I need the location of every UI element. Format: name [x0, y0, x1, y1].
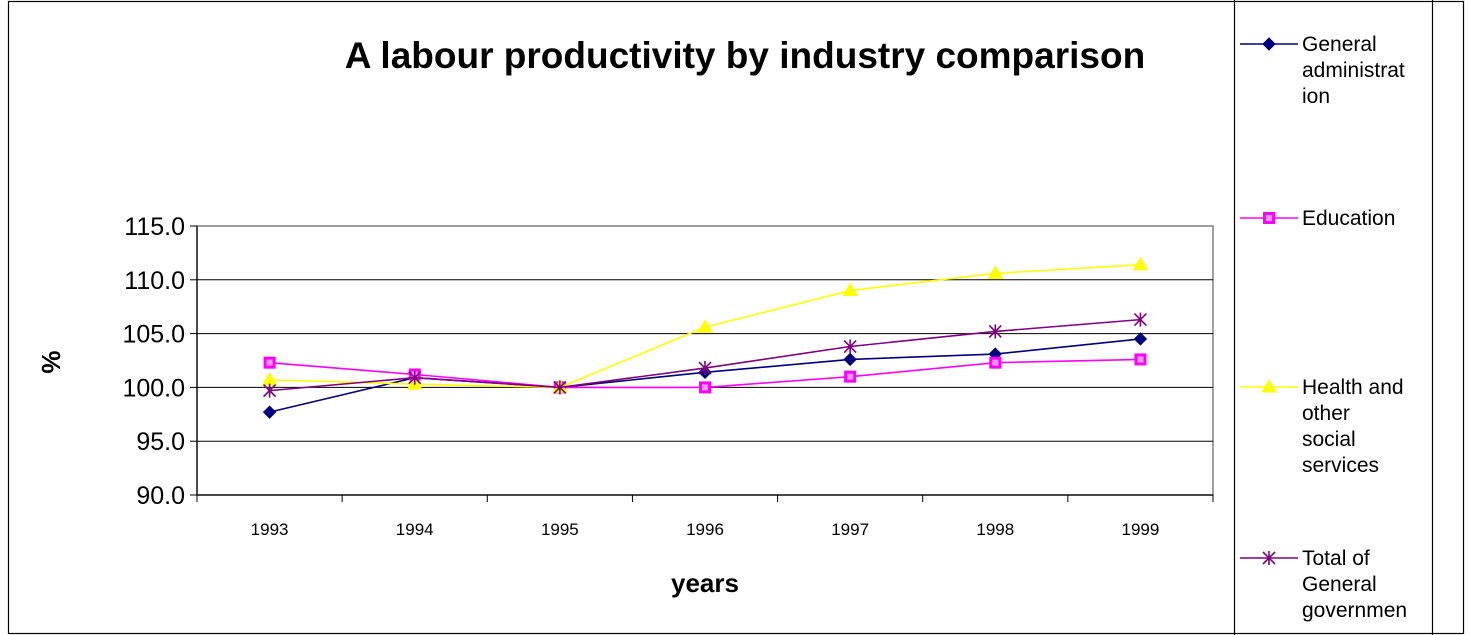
- plot-area: 90.0 95.0 100.0 105.0 110.0 115.0 1993 1994 1995…: [122, 213, 1214, 539]
- legend-marker-3: [1262, 551, 1276, 565]
- legend-entry-label: social: [1302, 428, 1356, 451]
- data-point-2-0: [261, 371, 278, 386]
- legend-marker-1-inner: [1266, 215, 1272, 221]
- legend-entry-label: other: [1302, 402, 1350, 425]
- legend-entry-label: Health and: [1302, 376, 1404, 399]
- x-tick-label: 1994: [396, 520, 434, 539]
- x-tick-label: 1996: [686, 520, 724, 539]
- legend-entry-label: ion: [1302, 85, 1330, 108]
- data-point-2-5: [987, 265, 1004, 279]
- legend-entry-label: General: [1302, 33, 1377, 56]
- data-point-3-4: [843, 339, 857, 354]
- data-point-3-3: [698, 361, 712, 376]
- x-tick-label: 1995: [541, 520, 579, 539]
- x-axis-label: years: [671, 568, 739, 598]
- data-point-0-4: [843, 352, 857, 367]
- legend-marker-0: [1262, 37, 1276, 51]
- y-tick-label: 100.0: [122, 374, 185, 402]
- y-tick-label: 110.0: [124, 267, 185, 295]
- data-point-3-2: [553, 380, 567, 395]
- y-tick-label: 115.0: [124, 213, 185, 241]
- legend-marker-2: [1261, 379, 1277, 393]
- data-point-3-6: [1133, 312, 1147, 327]
- data-point-3-5: [988, 324, 1002, 339]
- data-point-0-0: [262, 405, 277, 419]
- data-point-1-0-inner: [266, 359, 273, 366]
- legend-entry-label: governmen: [1302, 599, 1407, 622]
- y-tick-label: 105.0: [122, 321, 185, 349]
- x-tick-label: 1999: [1122, 520, 1160, 539]
- legend-entry-label: Education: [1302, 207, 1395, 230]
- data-point-3-0: [263, 383, 277, 398]
- x-tick-label: 1993: [251, 520, 289, 539]
- y-tick-label: 90.0: [136, 482, 185, 510]
- data-point-1-3-inner: [702, 384, 708, 391]
- data-point-1-6-inner: [1137, 356, 1144, 363]
- data-point-2-6: [1132, 256, 1149, 271]
- x-tick-label: 1997: [831, 520, 869, 539]
- legend-entry-label: administrat: [1302, 59, 1405, 82]
- data-point-1-5-inner: [992, 359, 999, 366]
- y-tick-label: 95.0: [136, 428, 185, 456]
- legend-entry-label: services: [1302, 454, 1379, 477]
- data-point-2-3: [697, 319, 713, 333]
- legend-entry-label: General: [1302, 573, 1377, 596]
- data-point-3-1: [408, 370, 422, 385]
- x-tick-label: 1998: [976, 520, 1014, 539]
- legend-entry-label: Total of: [1302, 547, 1370, 570]
- chart-frame: [7, 0, 1465, 635]
- data-point-2-4: [842, 282, 859, 297]
- data-point-0-6: [1133, 332, 1148, 346]
- data-point-1-4-inner: [847, 373, 854, 380]
- legend: General administrat ion Education Health and…: [1240, 33, 1407, 622]
- y-axis-label: %: [36, 350, 66, 373]
- chart-title: A labour productivity by industry compar…: [345, 35, 1145, 76]
